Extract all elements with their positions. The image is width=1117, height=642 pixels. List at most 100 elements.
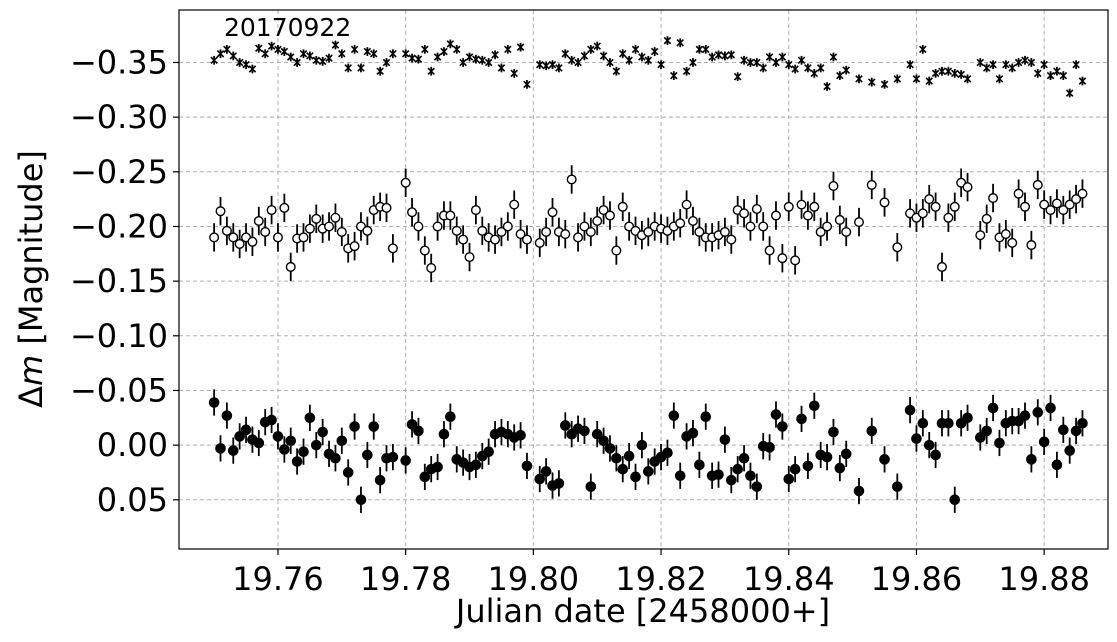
filled-circle-marker bbox=[808, 400, 820, 412]
data-point-x bbox=[255, 43, 263, 53]
x-marker bbox=[644, 56, 653, 65]
x-marker bbox=[478, 56, 487, 65]
x-marker bbox=[280, 47, 289, 56]
data-point-open-circle bbox=[311, 204, 322, 234]
open-circle-marker bbox=[285, 261, 296, 272]
data-point-open-circle bbox=[917, 199, 928, 228]
filled-circle-marker bbox=[674, 470, 686, 482]
open-circle-marker bbox=[253, 216, 264, 227]
data-point-filled-circle bbox=[623, 442, 635, 470]
data-point-filled-circle bbox=[866, 417, 878, 445]
x-tick-label: 19.80 bbox=[488, 560, 580, 598]
filled-circle-marker bbox=[796, 413, 807, 425]
data-point-x bbox=[267, 41, 276, 51]
data-point-open-circle bbox=[611, 236, 622, 265]
data-point-filled-circle bbox=[1070, 417, 1082, 445]
open-circle-marker bbox=[362, 225, 373, 236]
data-point-open-circle bbox=[687, 206, 698, 236]
data-point-open-circle bbox=[547, 198, 558, 227]
data-point-x bbox=[472, 54, 480, 64]
data-point-open-circle bbox=[1032, 170, 1043, 200]
x-marker bbox=[414, 55, 423, 63]
data-point-x bbox=[325, 53, 333, 63]
x-marker bbox=[325, 54, 333, 62]
filled-circle-marker bbox=[834, 462, 846, 474]
open-circle-marker bbox=[336, 226, 347, 237]
x-marker bbox=[727, 51, 736, 59]
data-point-filled-circle bbox=[266, 406, 277, 434]
open-circle-marker bbox=[758, 221, 769, 232]
filled-circle-marker bbox=[285, 435, 297, 447]
data-point-x bbox=[670, 71, 678, 80]
data-point-filled-circle bbox=[579, 417, 590, 445]
data-point-open-circle bbox=[719, 217, 730, 247]
x-marker bbox=[382, 58, 391, 67]
data-point-x bbox=[721, 51, 729, 61]
filled-circle-marker bbox=[227, 445, 239, 456]
filled-circle-marker bbox=[777, 421, 788, 432]
x-marker bbox=[306, 52, 314, 60]
data-point-x bbox=[644, 55, 653, 65]
open-circle-marker bbox=[1058, 205, 1069, 216]
x-marker bbox=[625, 56, 633, 65]
x-marker bbox=[421, 45, 429, 54]
data-point-x bbox=[561, 49, 570, 59]
x-marker bbox=[229, 52, 238, 60]
filled-circle-marker bbox=[962, 412, 973, 424]
data-point-open-circle bbox=[407, 198, 418, 227]
data-point-filled-circle bbox=[400, 447, 411, 474]
filled-circle-marker bbox=[604, 443, 616, 454]
data-point-filled-circle bbox=[828, 418, 839, 446]
x-marker bbox=[880, 80, 889, 89]
open-circle-marker bbox=[502, 221, 513, 232]
data-point-open-circle bbox=[515, 219, 526, 249]
y-axis-title: Δm [Magnitude] bbox=[12, 150, 50, 408]
data-point-open-circle bbox=[1077, 179, 1088, 208]
x-marker bbox=[1065, 89, 1074, 97]
data-point-filled-circle bbox=[540, 458, 552, 485]
open-circle-marker bbox=[470, 205, 481, 216]
x-tick-label: 19.76 bbox=[232, 560, 324, 598]
data-point-open-circle bbox=[496, 217, 507, 247]
data-point-filled-circle bbox=[1058, 416, 1069, 443]
data-point-filled-circle bbox=[1045, 394, 1056, 422]
filled-circle-marker bbox=[930, 449, 941, 461]
data-point-x bbox=[797, 55, 806, 65]
open-circle-marker bbox=[879, 197, 890, 208]
data-point-filled-circle bbox=[713, 461, 724, 488]
x-marker bbox=[676, 39, 684, 47]
x-marker bbox=[765, 53, 774, 61]
x-marker bbox=[867, 78, 876, 86]
x-marker bbox=[606, 58, 614, 67]
x-marker bbox=[1002, 60, 1010, 69]
filled-circle-marker bbox=[700, 411, 712, 423]
open-circle-marker bbox=[1045, 205, 1056, 216]
filled-circle-marker bbox=[770, 409, 782, 420]
open-circle-marker bbox=[617, 201, 628, 212]
filled-circle-marker bbox=[470, 459, 482, 471]
data-point-open-circle bbox=[362, 216, 373, 246]
data-point-filled-circle bbox=[413, 417, 424, 445]
open-circle-marker bbox=[566, 174, 577, 185]
x-marker bbox=[261, 49, 269, 58]
data-point-filled-circle bbox=[215, 435, 226, 462]
filled-circle-marker bbox=[891, 481, 903, 492]
filled-circle-marker bbox=[406, 419, 418, 430]
x-marker bbox=[248, 65, 257, 73]
data-point-x bbox=[312, 55, 321, 65]
open-circle-marker bbox=[796, 199, 807, 210]
data-point-filled-circle bbox=[234, 423, 245, 450]
data-point-filled-circle bbox=[930, 441, 941, 469]
x-marker bbox=[995, 75, 1004, 83]
open-circle-marker bbox=[943, 212, 954, 223]
x-marker bbox=[689, 58, 697, 67]
data-point-filled-circle bbox=[279, 436, 290, 463]
data-point-x bbox=[580, 51, 589, 61]
x-tick-label: 19.82 bbox=[615, 560, 707, 598]
open-circle-marker bbox=[604, 210, 615, 221]
open-circle-marker bbox=[802, 210, 813, 221]
data-point-filled-circle bbox=[1064, 437, 1075, 464]
filled-circle-marker bbox=[272, 431, 284, 442]
open-circle-marker bbox=[1071, 194, 1082, 205]
